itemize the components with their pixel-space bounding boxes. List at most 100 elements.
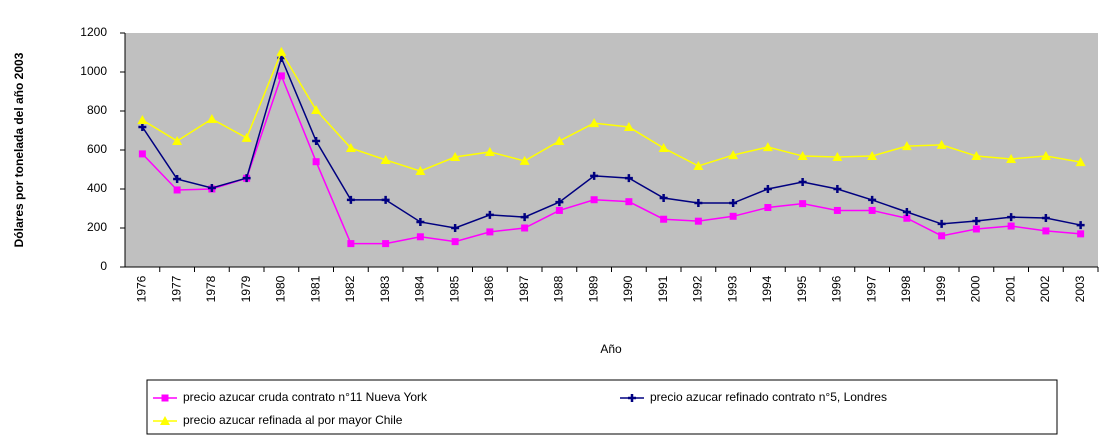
marker xyxy=(1007,213,1016,222)
x-tick-label: 1983 xyxy=(378,275,392,302)
marker xyxy=(628,394,636,402)
marker xyxy=(554,136,565,146)
marker xyxy=(277,72,285,80)
marker xyxy=(138,150,146,158)
marker xyxy=(972,216,981,225)
marker xyxy=(1077,230,1085,238)
marker xyxy=(729,212,737,220)
marker xyxy=(625,198,633,206)
marker xyxy=(799,200,807,208)
marker xyxy=(241,132,252,142)
x-tick-label: 1999 xyxy=(934,275,948,302)
marker xyxy=(1041,214,1050,223)
marker xyxy=(519,155,530,165)
marker xyxy=(347,240,355,248)
series-line xyxy=(141,50,1081,172)
marker xyxy=(521,224,529,232)
x-tick-label: 1990 xyxy=(621,275,635,302)
marker xyxy=(972,225,980,233)
marker xyxy=(762,142,773,152)
marker xyxy=(868,195,877,204)
x-tick-label: 1981 xyxy=(308,275,322,302)
x-tick-label: 1991 xyxy=(656,275,670,302)
x-tick-label: 1996 xyxy=(830,275,844,302)
marker xyxy=(971,151,982,161)
y-tick-label: 0 xyxy=(100,259,107,273)
x-axis-label: Año xyxy=(600,342,622,356)
marker xyxy=(1075,157,1086,167)
marker xyxy=(242,174,251,183)
legend-label: precio azucar refinado contrato n°5, Lon… xyxy=(650,390,887,404)
marker xyxy=(555,206,563,214)
marker xyxy=(415,166,426,176)
y-tick-label: 200 xyxy=(87,220,107,234)
x-tick-label: 1994 xyxy=(760,275,774,302)
marker xyxy=(1042,227,1050,235)
x-tick-label: 1982 xyxy=(343,275,357,302)
marker xyxy=(590,171,599,180)
x-tick-label: 1986 xyxy=(482,275,496,302)
x-tick-label: 1987 xyxy=(517,275,531,302)
marker xyxy=(555,198,564,207)
x-tick-label: 1976 xyxy=(135,275,149,302)
series-line xyxy=(141,55,1081,229)
marker xyxy=(1076,221,1085,230)
marker xyxy=(936,139,947,149)
series-line xyxy=(141,73,1081,245)
marker xyxy=(832,152,843,162)
x-tick-label: 1992 xyxy=(691,275,705,302)
marker xyxy=(798,177,807,186)
marker xyxy=(1007,222,1015,230)
x-tick-label: 1988 xyxy=(552,275,566,302)
marker xyxy=(694,199,703,208)
marker xyxy=(1040,151,1051,161)
y-tick-label: 1200 xyxy=(80,25,107,39)
x-tick-label: 1985 xyxy=(447,275,461,302)
marker xyxy=(589,118,600,128)
x-tick-label: 1980 xyxy=(274,275,288,302)
x-tick-label: 1995 xyxy=(795,275,809,302)
y-tick-label: 1000 xyxy=(80,64,107,78)
marker xyxy=(381,195,390,204)
x-tick-label: 1978 xyxy=(204,275,218,302)
marker xyxy=(173,186,181,194)
x-tick-label: 1997 xyxy=(864,275,878,302)
y-tick-label: 800 xyxy=(87,103,107,117)
legend-label: precio azucar cruda contrato n°11 Nueva … xyxy=(183,390,428,404)
marker xyxy=(450,152,461,162)
x-tick-label: 1989 xyxy=(586,275,600,302)
marker xyxy=(903,214,911,222)
x-tick-label: 1993 xyxy=(725,275,739,302)
marker xyxy=(624,174,633,183)
marker xyxy=(728,150,739,160)
marker xyxy=(206,113,217,123)
marker xyxy=(590,196,598,204)
x-tick-label: 2003 xyxy=(1073,275,1087,302)
marker xyxy=(137,114,148,124)
x-tick-label: 1998 xyxy=(899,275,913,302)
marker xyxy=(763,185,772,193)
marker xyxy=(660,215,668,223)
plot-area xyxy=(125,33,1098,267)
marker xyxy=(902,208,911,217)
x-tick-label: 2001 xyxy=(1003,275,1017,302)
marker xyxy=(868,206,876,214)
x-tick-label: 1979 xyxy=(239,275,253,302)
marker xyxy=(797,151,808,161)
marker xyxy=(658,143,669,153)
marker xyxy=(451,238,459,246)
marker xyxy=(276,46,287,56)
marker xyxy=(312,137,321,146)
y-tick-label: 400 xyxy=(87,181,107,195)
marker xyxy=(416,217,425,226)
marker xyxy=(172,136,183,146)
marker xyxy=(346,195,355,204)
marker xyxy=(833,206,841,214)
marker xyxy=(623,121,634,131)
marker xyxy=(173,175,182,184)
x-tick-label: 1977 xyxy=(169,275,183,302)
marker xyxy=(160,416,170,425)
marker xyxy=(693,160,704,170)
marker xyxy=(486,228,494,236)
